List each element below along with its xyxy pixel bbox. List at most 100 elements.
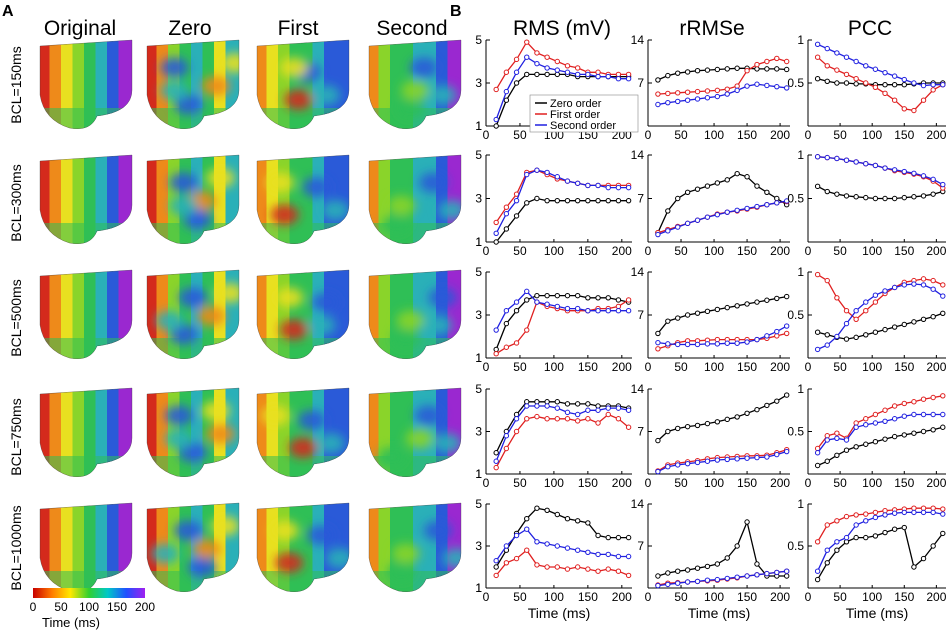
colorbar-tick-150: 150 [107, 600, 127, 614]
x-tick-label: 100 [862, 244, 882, 258]
series-point-second [930, 82, 936, 88]
col-title-first: First [278, 17, 319, 40]
x-tick-label: 200 [926, 244, 946, 258]
map-outline [256, 39, 350, 129]
series-point-zero [911, 319, 917, 325]
series-point-first [891, 97, 898, 103]
series-point-zero [872, 533, 879, 539]
series-point-first [675, 90, 681, 96]
series-point-second [493, 558, 499, 564]
series-point-zero [694, 422, 701, 429]
series-point-second [554, 174, 561, 180]
series-point-first [694, 88, 701, 95]
series-point-zero [853, 194, 859, 200]
series-point-second [625, 308, 632, 314]
series-point-zero [665, 570, 671, 576]
col-title-zero: Zero [168, 17, 211, 40]
series-point-second [814, 450, 821, 456]
map-color-band [118, 503, 132, 592]
series-point-second [863, 518, 869, 524]
series-point-second [774, 569, 780, 576]
series-point-second [524, 54, 530, 60]
series-point-first [564, 566, 571, 572]
map-blob [410, 57, 439, 78]
series-point-zero [675, 195, 681, 202]
series-point-second [513, 69, 520, 75]
series-point-zero [714, 561, 721, 567]
series-point-first [882, 407, 888, 413]
map-outline [146, 502, 240, 592]
series-point-first [615, 568, 622, 574]
map-blob [279, 319, 308, 340]
map-blob [396, 99, 425, 119]
series-point-second [574, 305, 581, 312]
series-point-second [675, 580, 681, 586]
chart-title-rms: RMS (mV) [513, 17, 611, 40]
series-point-second [493, 458, 499, 464]
series-point-second [911, 281, 917, 287]
series-point-zero [544, 399, 550, 405]
x-tick-label: 100 [544, 476, 564, 490]
activation-map [147, 155, 239, 244]
map-blob [428, 85, 457, 106]
series-point-second [585, 71, 591, 78]
series-point-zero [513, 80, 520, 86]
series-point-zero [734, 65, 740, 71]
series-point-second [704, 577, 711, 583]
series-point-zero [554, 292, 561, 299]
y-tick-label: 5 [475, 265, 482, 279]
series-point-zero [493, 450, 499, 456]
series-point-second [940, 511, 946, 517]
map-blob [419, 172, 448, 193]
series-point-zero [574, 518, 581, 524]
series-point-zero [513, 308, 520, 314]
y-tick-label: 1 [475, 467, 482, 481]
colorbar-tick-0: 0 [30, 600, 37, 614]
x-tick-label: 50 [513, 360, 527, 374]
x-tick-label: 150 [737, 476, 757, 490]
series-point-second [744, 83, 750, 89]
series-point-second [665, 464, 671, 470]
map-color-band [447, 270, 461, 359]
map-outline [256, 387, 350, 477]
series-point-zero [930, 314, 936, 320]
x-tick-label: 50 [674, 128, 688, 142]
map-outline [39, 154, 133, 244]
series-point-first [524, 547, 530, 553]
chart-axes: 7 14 0 50 100 150 200 [631, 382, 791, 490]
series-point-zero [524, 297, 530, 303]
x-tick-label: 50 [833, 476, 847, 490]
series-point-first [853, 420, 859, 426]
map-blob [156, 310, 184, 331]
series-point-zero [694, 68, 701, 74]
series-point-second [843, 54, 850, 60]
map-blob [165, 405, 194, 426]
y-tick-label: 5 [475, 33, 482, 47]
series-point-first [524, 327, 530, 333]
map-blob [298, 410, 327, 431]
series-point-first [882, 90, 888, 97]
series-point-zero [930, 427, 936, 433]
series-point-zero [744, 174, 750, 180]
map-color-band [335, 40, 349, 129]
series-point-first [814, 54, 821, 60]
panel-label-a: A [2, 3, 14, 20]
series-point-second [513, 416, 520, 422]
series-point-zero [920, 428, 927, 435]
series-point-zero [595, 403, 601, 409]
map-blob [160, 80, 189, 101]
series-point-zero [920, 316, 927, 322]
map-blob [321, 200, 349, 221]
series-point-zero [564, 197, 571, 204]
series-point-second [655, 231, 661, 238]
series-point-second [493, 116, 499, 123]
series-point-second [544, 169, 550, 176]
series-point-first [824, 277, 830, 284]
series-point-zero [534, 292, 540, 299]
series-point-first [564, 63, 571, 69]
series-point-first [920, 97, 927, 103]
series-point-second [891, 73, 898, 79]
series-point-first [863, 80, 869, 86]
